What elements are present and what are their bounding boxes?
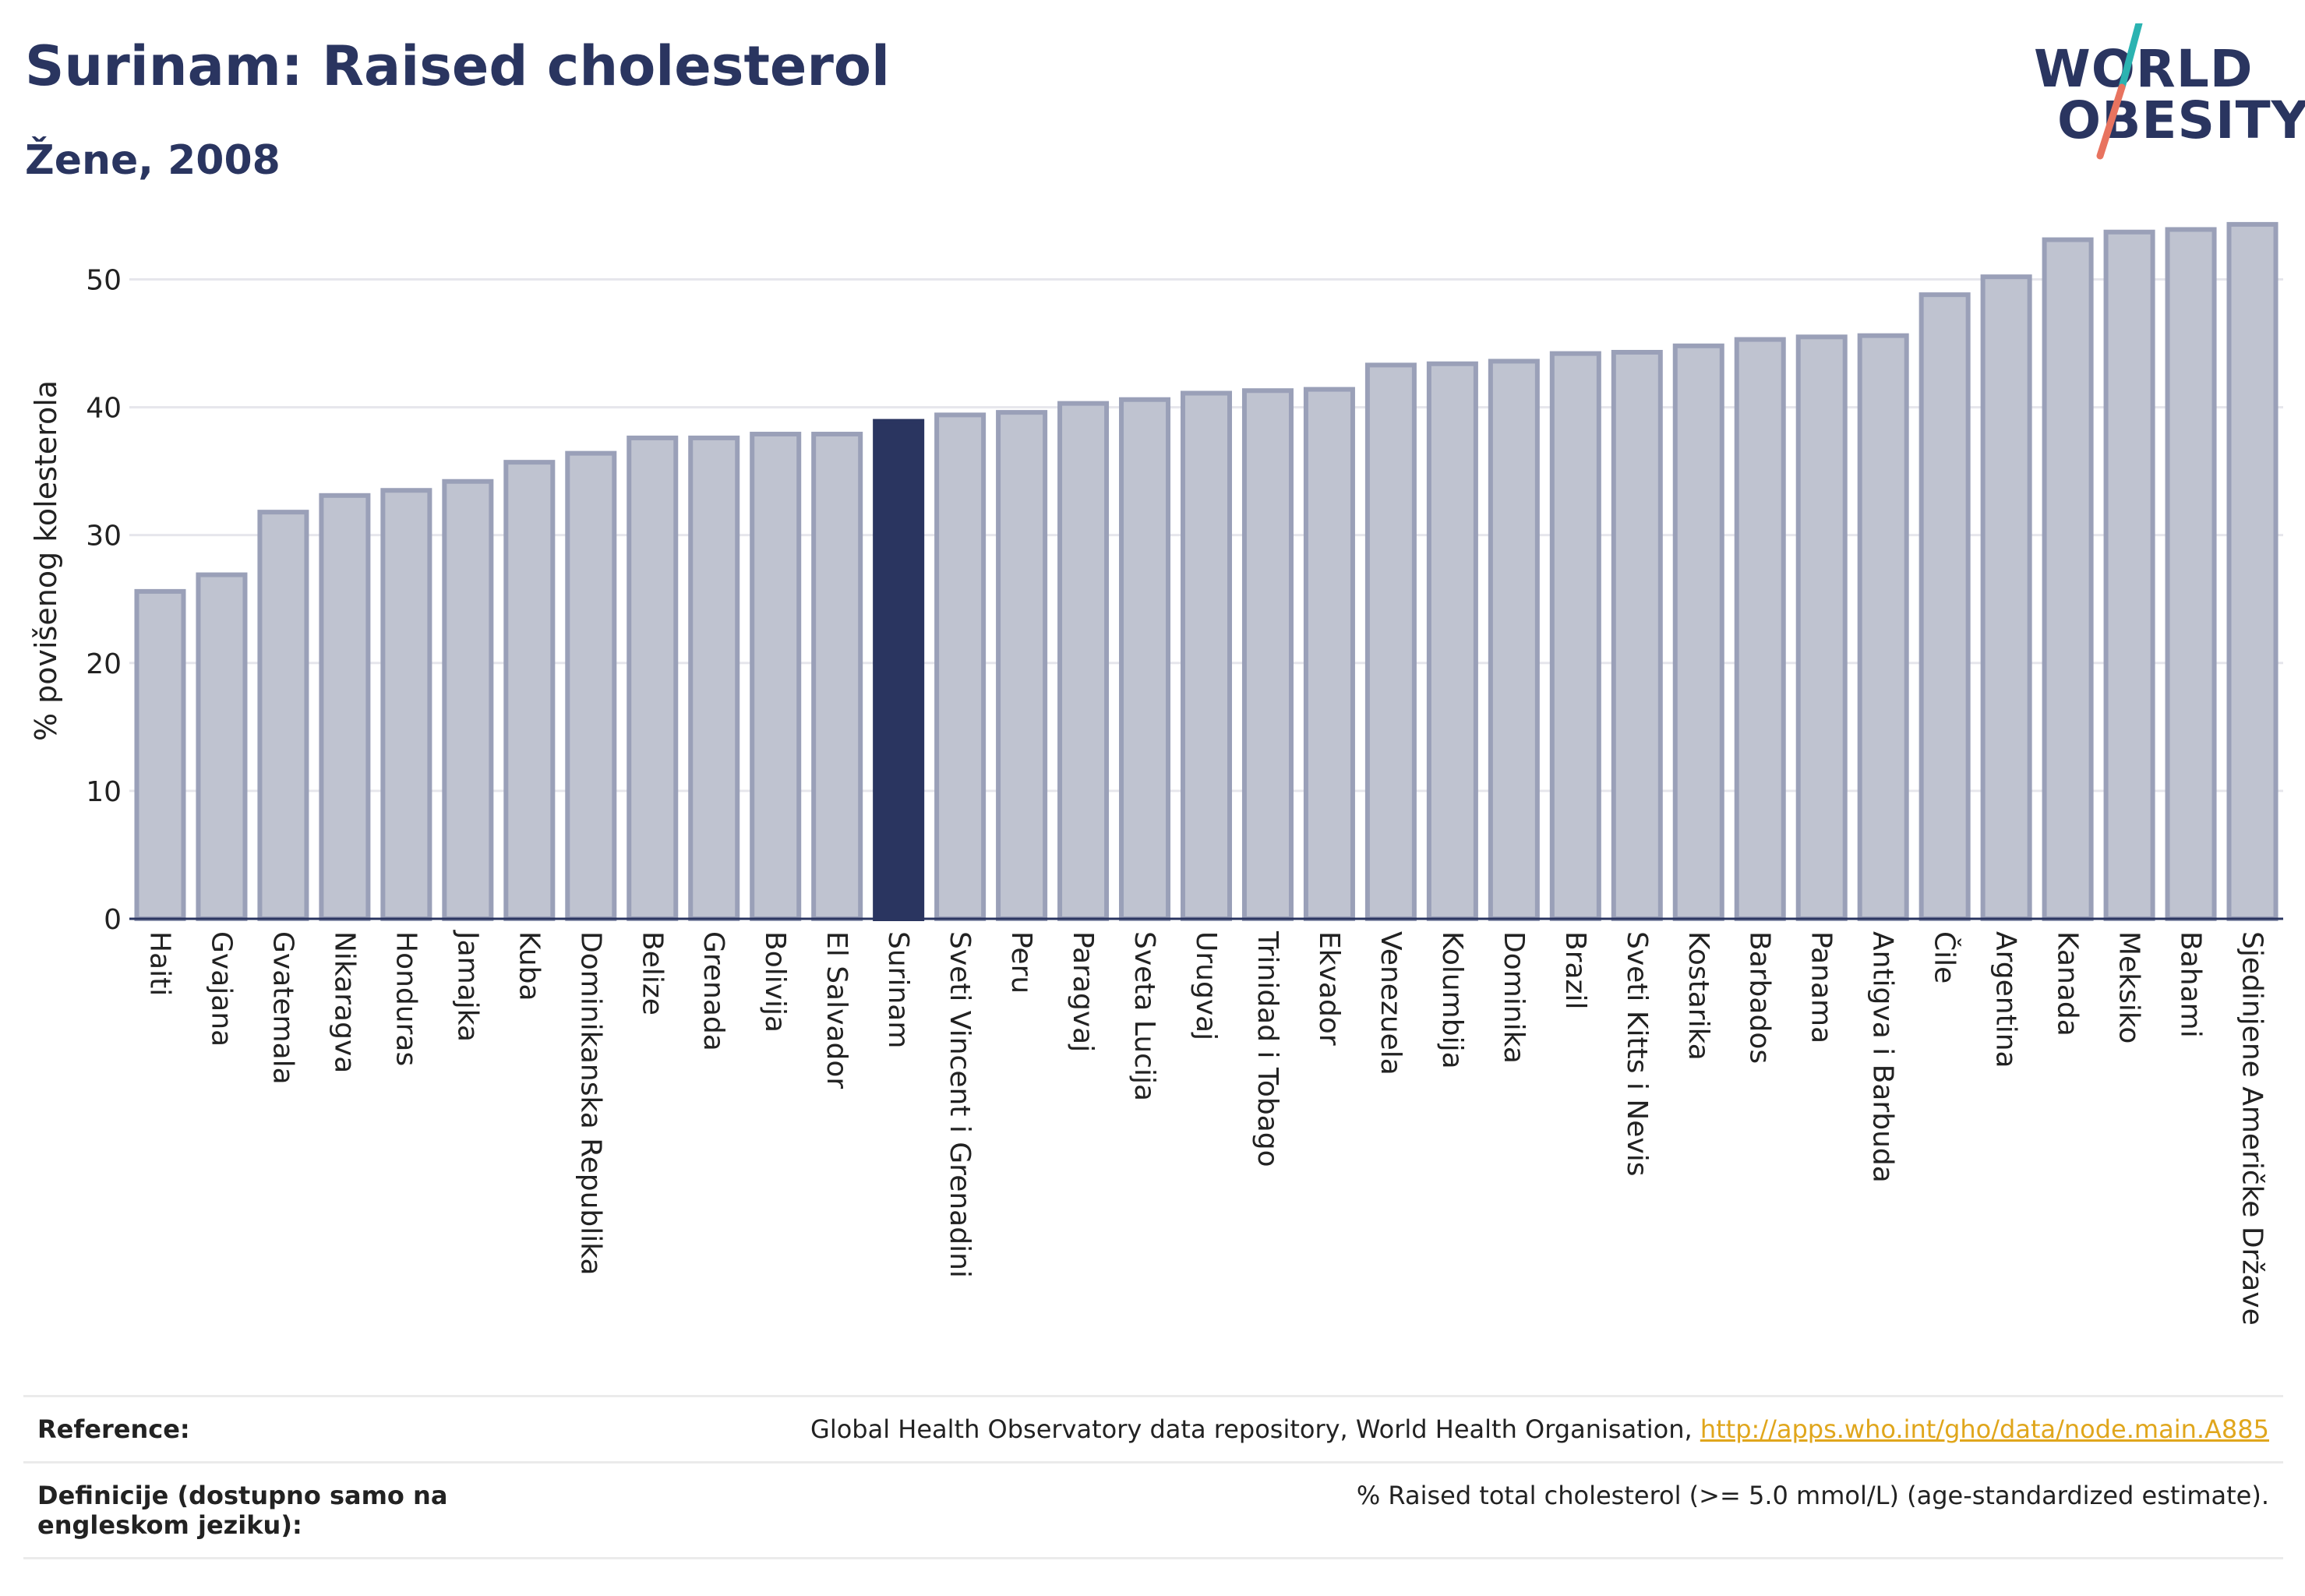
- x-tick-label: Čile: [1929, 931, 1961, 983]
- bar-chart: 0 10 20 30 40 50 Haiti Gvajana Gvatemala Nikarag…: [29, 221, 2283, 1326]
- x-tick-label: Urugvaj: [1190, 931, 1222, 1040]
- bar-highlighted: [873, 418, 925, 921]
- x-tick-label: Nikaragva: [328, 931, 360, 1073]
- x-tick-label: Brazil: [1559, 931, 1591, 1009]
- bar: [1980, 274, 2032, 922]
- y-axis-label: % povišenog kolesterola: [29, 380, 63, 741]
- x-tick-label: Dominika: [1498, 931, 1530, 1064]
- bar: [2103, 229, 2155, 922]
- bar: [503, 460, 556, 921]
- x-tick-labels: Haiti Gvajana Gvatemala Nikaragva Honduras Ja…: [143, 930, 2268, 1326]
- bar: [319, 493, 371, 921]
- x-tick-label: Haiti: [143, 931, 175, 996]
- x-tick-label: Paragvaj: [1067, 931, 1099, 1052]
- bar: [565, 450, 617, 921]
- definition-label: Definicije (dostupno samo na engleskom j…: [23, 1461, 612, 1559]
- x-tick-label: Venezuela: [1375, 931, 1407, 1075]
- x-tick-label: Sjedinjene Američke Države: [2236, 931, 2268, 1326]
- bar: [1180, 390, 1233, 921]
- y-tick-label: 10: [86, 776, 122, 808]
- bar: [442, 478, 494, 921]
- x-tick-label: Gvajana: [205, 931, 237, 1047]
- x-tick-label: El Salvador: [821, 931, 852, 1089]
- x-tick-label: Peru: [1005, 931, 1037, 994]
- x-tick-label: Panama: [1806, 931, 1837, 1043]
- bar: [1734, 337, 1786, 921]
- bar: [196, 572, 248, 921]
- x-tick-label: Bolivija: [759, 931, 791, 1033]
- bar: [1918, 292, 1971, 921]
- x-tick-label: Antigva i Barbuda: [1867, 931, 1899, 1183]
- bar: [380, 488, 432, 921]
- bar: [1303, 387, 1355, 921]
- y-tick-label: 40: [86, 393, 122, 425]
- y-tick-label: 30: [86, 521, 122, 553]
- bar: [811, 432, 863, 921]
- bar: [996, 410, 1048, 921]
- bar: [1795, 334, 1848, 921]
- bar: [934, 412, 987, 921]
- bars: [134, 221, 2279, 922]
- bar: [134, 588, 186, 922]
- bar: [1364, 362, 1417, 921]
- logo-slash-icon: [2096, 23, 2143, 160]
- bar: [1611, 350, 1663, 921]
- x-tick-label: Grenada: [697, 931, 729, 1051]
- logo-line-1: WORLD: [2034, 39, 2254, 99]
- reference-row: Reference: Global Health Observatory dat…: [23, 1395, 2283, 1463]
- definition-value: % Raised total cholesterol (>= 5.0 mmol/…: [612, 1461, 2283, 1559]
- bar: [1857, 333, 1909, 921]
- x-tick-label: Sveta Lucija: [1128, 931, 1160, 1101]
- x-tick-label: Meksiko: [2113, 931, 2145, 1043]
- bar: [688, 435, 740, 921]
- x-tick-label: Sveti Kitts i Nevis: [1621, 931, 1653, 1177]
- chart-subtitle: Žene, 2008: [25, 137, 281, 184]
- bar: [627, 435, 679, 921]
- x-tick-label: Bahami: [2175, 931, 2207, 1038]
- reference-label: Reference:: [23, 1395, 612, 1463]
- x-tick-label: Barbados: [1744, 931, 1776, 1064]
- x-tick-label: Kostarika: [1682, 931, 1714, 1061]
- bar: [1119, 397, 1171, 922]
- reference-table: Reference: Global Health Observatory dat…: [23, 1395, 2283, 1559]
- bar: [2042, 237, 2094, 922]
- x-tick-label: Gvatemala: [267, 931, 298, 1085]
- reference-link[interactable]: http://apps.who.int/gho/data/node.main.A…: [1700, 1414, 2269, 1444]
- bar: [257, 510, 309, 921]
- x-tick-label: Jamajka: [451, 930, 483, 1042]
- bar: [1241, 388, 1294, 921]
- y-tick-label: 20: [86, 648, 122, 680]
- bar: [1426, 361, 1478, 921]
- x-tick-label: Kolumbija: [1436, 931, 1468, 1069]
- reference-value: Global Health Observatory data repositor…: [612, 1395, 2283, 1463]
- x-tick-label: Dominikanska Republika: [574, 931, 606, 1276]
- x-tick-label: Kanada: [2052, 931, 2084, 1036]
- world-obesity-logo: WORLD OBESITY: [2034, 23, 2305, 164]
- x-tick-label: Surinam: [882, 931, 914, 1048]
- y-tick-labels: 0 10 20 30 40 50: [86, 264, 122, 936]
- bar: [1488, 358, 1540, 921]
- chart-title: Surinam: Raised cholesterol: [25, 34, 890, 98]
- x-tick-label: Ekvador: [1313, 931, 1345, 1046]
- x-tick-label: Honduras: [390, 931, 422, 1066]
- x-tick-label: Belize: [636, 931, 668, 1015]
- bar: [2165, 227, 2217, 921]
- bar: [2226, 221, 2279, 922]
- x-tick-label: Kuba: [513, 931, 545, 1001]
- reference-text: Global Health Observatory data repositor…: [810, 1414, 1700, 1444]
- bar: [1057, 401, 1110, 922]
- y-tick-label: 0: [104, 904, 122, 936]
- bar: [1549, 351, 1601, 921]
- definition-row: Definicije (dostupno samo na engleskom j…: [23, 1461, 2283, 1559]
- logo-line-2: OBESITY: [2057, 90, 2305, 150]
- x-tick-label: Sveti Vincent i Grenadini: [944, 931, 976, 1278]
- y-tick-label: 50: [86, 264, 122, 296]
- x-tick-label: Trinidad i Tobago: [1251, 930, 1283, 1167]
- x-tick-label: Argentina: [1990, 931, 2022, 1068]
- bar: [750, 432, 802, 921]
- bar: [1672, 343, 1724, 922]
